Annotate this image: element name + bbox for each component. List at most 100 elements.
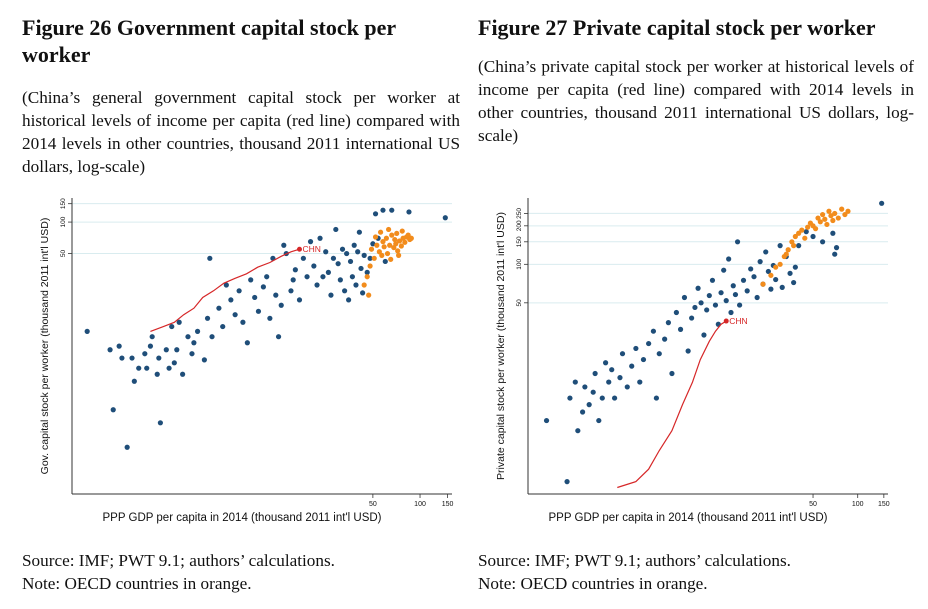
non-oecd-point [737,302,743,308]
non-oecd-point [590,389,596,395]
non-oecd-point [330,255,337,261]
non-oecd-point [116,343,122,349]
non-oecd-point [288,288,294,294]
non-oecd-point [228,297,234,303]
oecd-point [380,239,386,245]
non-oecd-point [339,246,346,252]
non-oecd-point [773,276,779,283]
non-oecd-point [370,241,376,247]
oecd-point [791,243,797,249]
non-oecd-point [810,233,816,240]
non-oecd-point [157,420,163,426]
oecd-point [832,210,838,217]
non-oecd-point [765,268,771,275]
y-tick-label: 200 [516,220,523,231]
y-tick-label: 50 [60,250,67,258]
non-oecd-point [830,230,836,236]
non-oecd-point [194,328,201,334]
oecd-point [392,236,398,243]
non-oecd-point [833,245,840,251]
oecd-point [391,244,397,251]
non-oecd-point [201,357,207,363]
non-oecd-point [166,365,172,371]
non-oecd-point [119,355,125,361]
oecd-point [389,232,395,238]
figure-title: Figure 27 Private capital stock per work… [478,15,876,40]
non-oecd-point [300,255,306,261]
non-oecd-point [777,243,783,249]
non-oecd-point [347,258,354,265]
non-oecd-point [185,334,191,340]
non-oecd-point [273,292,279,298]
non-oecd-point [156,355,162,361]
oecd-point [381,244,387,250]
oecd-point [845,208,851,214]
non-oecd-point [646,340,652,347]
oecd-point [777,261,783,267]
non-oecd-point [662,336,668,342]
non-oecd-point [252,294,258,301]
non-oecd-point [586,402,592,408]
non-oecd-point [278,302,284,308]
y-tick-label: 250 [516,208,523,219]
oecd-point [826,208,832,214]
non-oecd-point [677,326,684,332]
non-oecd-point [361,252,367,258]
non-oecd-point [624,384,630,390]
non-oecd-point [353,282,359,288]
non-oecd-point [260,284,266,290]
non-oecd-point [346,297,352,303]
oecd-point [785,247,791,253]
non-oecd-point [832,251,838,257]
oecd-point [828,213,834,219]
oecd-point [830,217,836,224]
figure-title: Figure 26 Government capital stock per w… [22,15,396,67]
oecd-point [820,211,826,218]
non-oecd-point [611,395,618,401]
x-tick-label: 50 [809,501,817,508]
non-oecd-point [602,360,609,366]
non-oecd-point [744,288,750,294]
non-oecd-point [169,323,175,330]
non-oecd-point [792,264,798,270]
non-oecd-point [275,334,282,340]
oecd-point [372,234,379,240]
non-oecd-point [337,277,343,283]
x-tick-label: 100 [414,501,426,508]
non-oecd-point [307,239,314,245]
non-oecd-point [163,347,169,353]
oecd-point [768,272,774,278]
oecd-point [805,224,811,230]
non-oecd-point [564,479,570,485]
non-oecd-point [320,274,326,280]
non-oecd-point [176,319,182,325]
non-oecd-point [619,351,626,357]
oecd-point [817,219,823,225]
non-oecd-point [637,379,643,385]
non-oecd-point [712,302,719,308]
non-oecd-point [364,269,370,275]
non-oecd-point [791,279,797,286]
x-tick-label: 100 [852,501,864,508]
non-oecd-point [216,305,222,311]
non-oecd-point [248,277,254,283]
oecd-point [374,242,380,248]
oecd-point [398,243,404,249]
non-oecd-point [355,249,361,255]
non-oecd-point [342,288,348,294]
non-oecd-point [171,360,177,366]
non-oecd-point [372,211,379,217]
y-axis-label: Gov. capital stock per worker (thousand … [39,218,51,475]
non-oecd-point [689,315,695,321]
non-oecd-point [311,263,317,269]
non-oecd-point [84,328,90,334]
x-axis-label: PPP GDP per capita in 2014 (thousand 201… [103,512,382,524]
non-oecd-point [142,351,148,357]
non-oecd-point [726,256,732,262]
non-oecd-point [820,239,826,245]
non-oecd-point [640,356,647,363]
non-oecd-point [567,395,573,401]
china-endpoint [296,246,302,252]
non-oecd-point [406,209,412,215]
x-tick-label: 150 [442,501,454,508]
